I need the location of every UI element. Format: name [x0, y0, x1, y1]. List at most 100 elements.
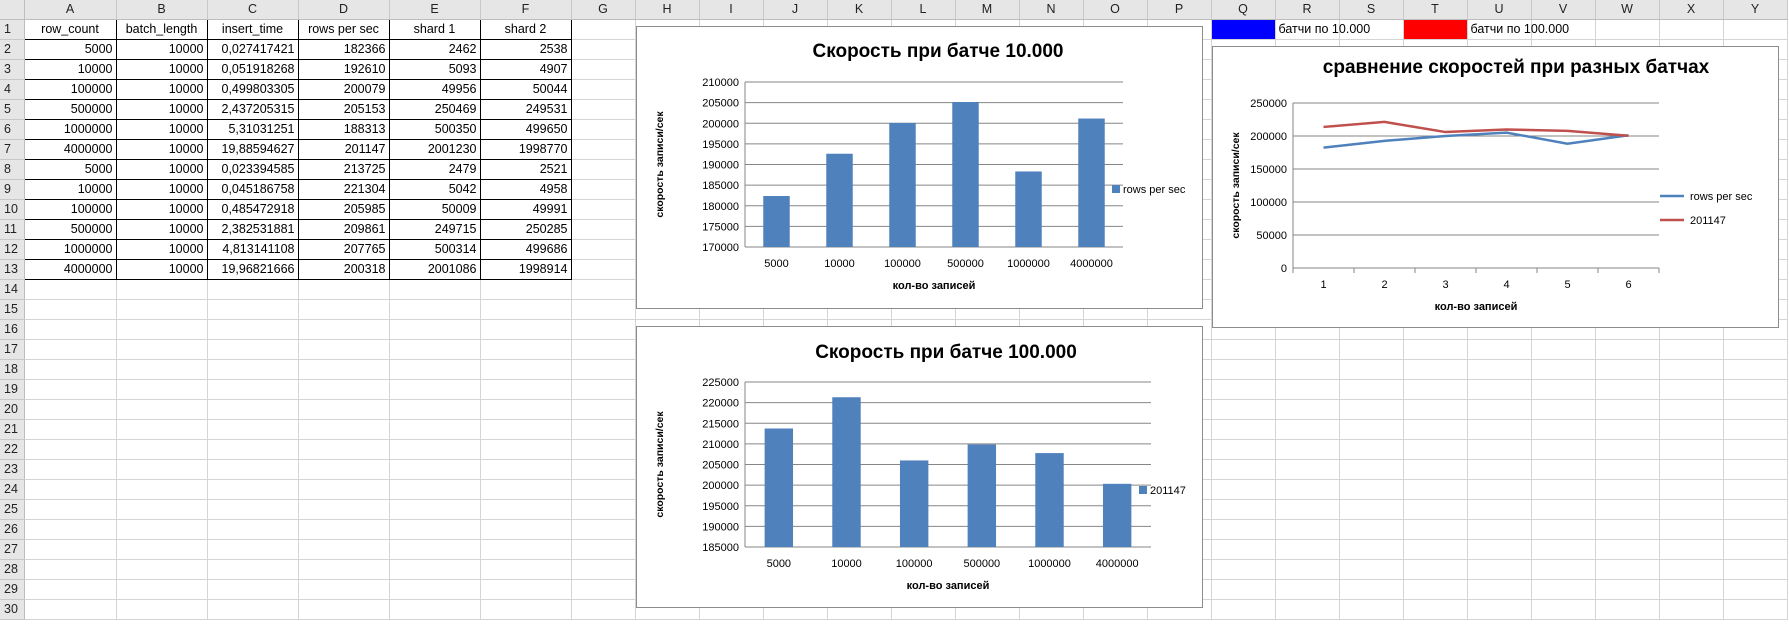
cell[interactable]: [1595, 19, 1660, 40]
column-header-U[interactable]: U: [1467, 0, 1532, 20]
cell[interactable]: [207, 299, 299, 320]
table-cell[interactable]: 2001086: [388, 259, 481, 280]
cell[interactable]: [389, 539, 481, 560]
cell[interactable]: [480, 459, 572, 480]
cell[interactable]: [1531, 479, 1596, 500]
cell[interactable]: [116, 359, 208, 380]
cell[interactable]: [1659, 499, 1724, 520]
cell[interactable]: [24, 579, 117, 600]
legend-label-blue[interactable]: батчи по 10.000: [1275, 19, 1370, 40]
cell[interactable]: [1595, 519, 1660, 540]
cell[interactable]: [480, 299, 572, 320]
cell[interactable]: [1467, 439, 1532, 460]
cell[interactable]: [571, 99, 636, 120]
column-header-V[interactable]: V: [1531, 0, 1596, 20]
cell[interactable]: [571, 399, 636, 420]
cell[interactable]: [116, 279, 208, 300]
cell[interactable]: [480, 419, 572, 440]
row-header[interactable]: 19: [0, 379, 25, 400]
cell[interactable]: [1467, 559, 1532, 580]
row-header[interactable]: 5: [0, 99, 25, 120]
cell[interactable]: [1659, 19, 1724, 40]
cell[interactable]: [24, 559, 117, 580]
table-cell[interactable]: 10000: [115, 119, 208, 140]
table-cell[interactable]: 2521: [479, 159, 572, 180]
cell[interactable]: [1339, 539, 1404, 560]
cell[interactable]: [571, 239, 636, 260]
cell[interactable]: [1659, 379, 1724, 400]
cell[interactable]: [389, 559, 481, 580]
cell[interactable]: [1403, 539, 1468, 560]
cell[interactable]: [389, 319, 481, 340]
cell[interactable]: [298, 479, 390, 500]
row-header[interactable]: 25: [0, 499, 25, 520]
cell[interactable]: [1211, 579, 1276, 600]
cell[interactable]: [1659, 439, 1724, 460]
cell[interactable]: [571, 19, 636, 40]
cell[interactable]: [389, 459, 481, 480]
cell[interactable]: [480, 519, 572, 540]
table-cell[interactable]: 201147: [297, 139, 390, 160]
cell[interactable]: [571, 179, 636, 200]
cell[interactable]: [389, 419, 481, 440]
table-cell[interactable]: 205153: [297, 99, 390, 120]
cell[interactable]: [1531, 559, 1596, 580]
cell[interactable]: [571, 119, 636, 140]
cell[interactable]: [207, 319, 299, 340]
cell[interactable]: [298, 539, 390, 560]
table-cell[interactable]: 5042: [388, 179, 481, 200]
column-header-C[interactable]: C: [207, 0, 299, 20]
table-cell[interactable]: 209861: [297, 219, 390, 240]
cell[interactable]: [1211, 419, 1276, 440]
cell[interactable]: [1211, 479, 1276, 500]
table-cell[interactable]: 0,045186758: [206, 179, 299, 200]
cell[interactable]: [1595, 339, 1660, 360]
table-header-cell[interactable]: batch_length: [115, 19, 208, 40]
cell[interactable]: [116, 439, 208, 460]
table-cell[interactable]: 0,023394585: [206, 159, 299, 180]
cell[interactable]: [116, 459, 208, 480]
cell[interactable]: [1659, 599, 1724, 620]
cell[interactable]: [571, 159, 636, 180]
select-all-corner[interactable]: [0, 0, 25, 20]
cell[interactable]: [1723, 559, 1788, 580]
column-header-I[interactable]: I: [699, 0, 764, 20]
cell[interactable]: [24, 499, 117, 520]
cell[interactable]: [116, 419, 208, 440]
cell[interactable]: [1595, 499, 1660, 520]
cell[interactable]: [1339, 399, 1404, 420]
table-cell[interactable]: 19,96821666: [206, 259, 299, 280]
cell[interactable]: [1339, 439, 1404, 460]
cell[interactable]: [24, 319, 117, 340]
cell[interactable]: [1275, 359, 1340, 380]
table-cell[interactable]: 10000: [115, 139, 208, 160]
table-cell[interactable]: 2,437205315: [206, 99, 299, 120]
cell[interactable]: [298, 599, 390, 620]
column-header-Q[interactable]: Q: [1211, 0, 1276, 20]
row-header[interactable]: 27: [0, 539, 25, 560]
cell[interactable]: [1467, 599, 1532, 620]
cell[interactable]: [1659, 339, 1724, 360]
cell[interactable]: [480, 599, 572, 620]
cell[interactable]: [298, 559, 390, 580]
cell[interactable]: [571, 599, 636, 620]
cell[interactable]: [571, 459, 636, 480]
cell[interactable]: [1595, 559, 1660, 580]
row-header[interactable]: 30: [0, 599, 25, 620]
cell[interactable]: [1723, 519, 1788, 540]
column-header-W[interactable]: W: [1595, 0, 1660, 20]
table-cell[interactable]: 200318: [297, 259, 390, 280]
cell[interactable]: [571, 79, 636, 100]
cell[interactable]: [1403, 579, 1468, 600]
row-header[interactable]: 2: [0, 39, 25, 60]
cell[interactable]: [1723, 579, 1788, 600]
table-header-cell[interactable]: insert_time: [206, 19, 299, 40]
table-cell[interactable]: 249531: [479, 99, 572, 120]
column-header-F[interactable]: F: [480, 0, 572, 20]
cell[interactable]: [116, 519, 208, 540]
cell[interactable]: [1467, 479, 1532, 500]
table-cell[interactable]: 100000: [23, 79, 117, 100]
column-header-T[interactable]: T: [1403, 0, 1468, 20]
cell[interactable]: [298, 499, 390, 520]
row-header[interactable]: 28: [0, 559, 25, 580]
